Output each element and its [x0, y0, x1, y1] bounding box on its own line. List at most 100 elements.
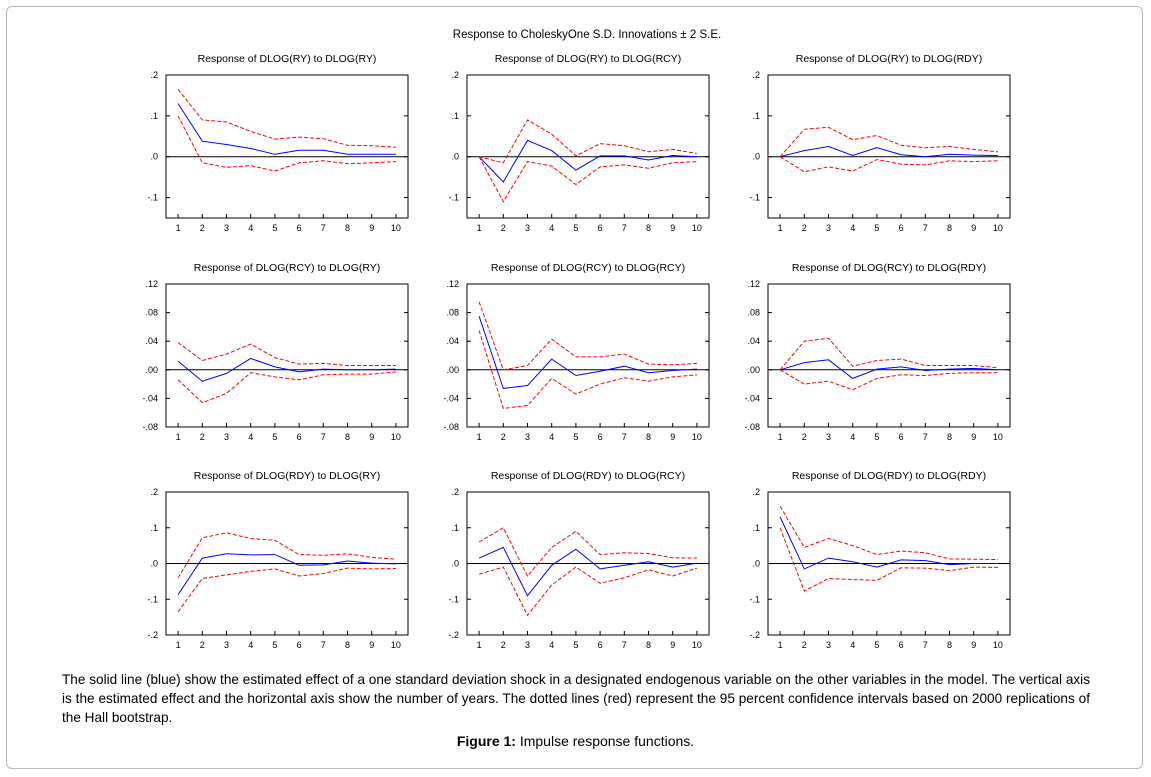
lower-band-line: [779, 527, 998, 592]
panel-title: Response of DLOG(RCY) to DLOG(RDY): [792, 262, 986, 274]
x-tick-label: 10: [993, 640, 1003, 650]
y-tick-label: .0: [451, 152, 459, 162]
x-tick-label: 3: [525, 432, 530, 442]
panel-title: Response of DLOG(RCY) to DLOG(RY): [194, 262, 381, 274]
irf-panel: Response of DLOG(RCY) to DLOG(RY) .12 .08.…: [142, 262, 409, 442]
response-line: [779, 145, 998, 158]
x-tick-label: 3: [525, 223, 530, 233]
x-tick-label: 4: [850, 640, 855, 650]
x-tick-label: 7: [321, 432, 326, 442]
x-tick-label: 2: [802, 640, 807, 650]
y-tick-label: -.08: [142, 422, 158, 432]
lower-band-line: [177, 115, 396, 172]
irf-panel: Response of DLOG(RCY) to DLOG(RCY) .12 .08…: [443, 262, 710, 442]
x-tick-label: 3: [525, 640, 530, 650]
figure-label: Figure 1:: [456, 733, 516, 749]
y-tick-label: -.08: [744, 422, 760, 432]
upper-band-line: [779, 506, 998, 561]
x-tick-label: 4: [248, 640, 253, 650]
x-tick-label: 3: [224, 223, 229, 233]
y-tick-label: .04: [747, 336, 760, 346]
y-tick-label: .2: [451, 487, 459, 497]
x-tick-label: 1: [477, 640, 482, 650]
x-tick-label: 4: [248, 432, 253, 442]
y-tick-label: .1: [451, 523, 459, 533]
x-tick-label: 9: [670, 640, 675, 650]
upper-band-line: [779, 337, 998, 371]
x-tick-label: 10: [692, 640, 702, 650]
x-tick-label: 10: [391, 223, 401, 233]
y-tick-label: .12: [446, 279, 459, 289]
x-tick-label: 10: [692, 432, 702, 442]
x-tick-label: 3: [826, 640, 831, 650]
y-tick-label: .1: [150, 111, 158, 121]
figure-note: The solid line (blue) show the estimated…: [62, 672, 1090, 725]
x-tick-label: 2: [200, 640, 205, 650]
y-tick-label: -.2: [147, 630, 158, 640]
plot-frame: [165, 74, 409, 219]
x-tick-label: 9: [670, 432, 675, 442]
x-tick-label: 8: [345, 640, 350, 650]
lower-band-line: [779, 369, 998, 391]
y-tick-label: .04: [446, 336, 459, 346]
upper-band-line: [478, 301, 697, 371]
x-tick-label: 7: [923, 640, 928, 650]
x-tick-label: 6: [899, 432, 904, 442]
irf-panel: Response of DLOG(RY) to DLOG(RY) .2 .1 .0 -.…: [147, 53, 409, 233]
y-tick-label: .12: [747, 279, 760, 289]
x-tick-label: 6: [297, 432, 302, 442]
x-tick-label: 7: [923, 223, 928, 233]
lower-band-line: [779, 156, 998, 173]
panel-title: Response of DLOG(RDY) to DLOG(RCY): [491, 470, 685, 482]
plot-frame: [165, 283, 409, 428]
x-tick-label: 10: [391, 640, 401, 650]
x-tick-label: 3: [224, 640, 229, 650]
x-tick-label: 5: [874, 640, 879, 650]
irf-panel: Response of DLOG(RCY) to DLOG(RDY) .12 .08…: [744, 262, 1011, 442]
figure-header-title: Response to CholeskyOne S.D. Innovations…: [453, 29, 721, 41]
upper-band-line: [177, 532, 396, 579]
y-tick-label: -.04: [142, 393, 158, 403]
x-tick-label: 5: [272, 223, 277, 233]
x-tick-label: 2: [802, 432, 807, 442]
figure-caption: Figure 1: Impulse response functions.: [0, 733, 1151, 749]
plot-frame: [767, 283, 1011, 428]
y-tick-label: -.1: [448, 594, 459, 604]
y-tick-label: .1: [752, 523, 760, 533]
y-tick-label: -.04: [443, 393, 459, 403]
x-tick-label: 6: [598, 432, 603, 442]
response-line: [478, 139, 697, 183]
x-tick-label: 5: [272, 640, 277, 650]
x-tick-label: 2: [501, 640, 506, 650]
y-tick-label: .2: [150, 70, 158, 80]
x-tick-label: 2: [501, 432, 506, 442]
response-line: [177, 103, 396, 155]
plot-frame: [466, 74, 710, 219]
x-tick-label: 8: [947, 640, 952, 650]
x-tick-label: 10: [993, 432, 1003, 442]
x-tick-label: 6: [598, 640, 603, 650]
y-tick-label: -.2: [749, 630, 760, 640]
x-tick-label: 3: [826, 223, 831, 233]
x-tick-label: 9: [971, 640, 976, 650]
x-tick-label: 4: [850, 223, 855, 233]
x-tick-label: 5: [874, 432, 879, 442]
panel-title: Response of DLOG(RDY) to DLOG(RDY): [792, 470, 986, 482]
panel-title: Response of DLOG(RCY) to DLOG(RCY): [491, 262, 685, 274]
panel-title: Response of DLOG(RY) to DLOG(RCY): [495, 53, 682, 65]
x-tick-label: 10: [993, 223, 1003, 233]
x-tick-label: 5: [573, 223, 578, 233]
x-tick-label: 7: [923, 432, 928, 442]
x-tick-label: 6: [899, 223, 904, 233]
x-tick-label: 4: [549, 223, 554, 233]
y-tick-label: .2: [752, 70, 760, 80]
y-tick-label: .00: [446, 365, 459, 375]
panel-title: Response of DLOG(RY) to DLOG(RDY): [796, 53, 983, 65]
y-tick-label: -.1: [749, 594, 760, 604]
x-tick-label: 6: [297, 640, 302, 650]
y-tick-label: .0: [752, 559, 760, 569]
x-tick-label: 1: [477, 432, 482, 442]
x-tick-label: 8: [345, 432, 350, 442]
y-tick-label: -.08: [443, 422, 459, 432]
x-tick-label: 1: [778, 432, 783, 442]
